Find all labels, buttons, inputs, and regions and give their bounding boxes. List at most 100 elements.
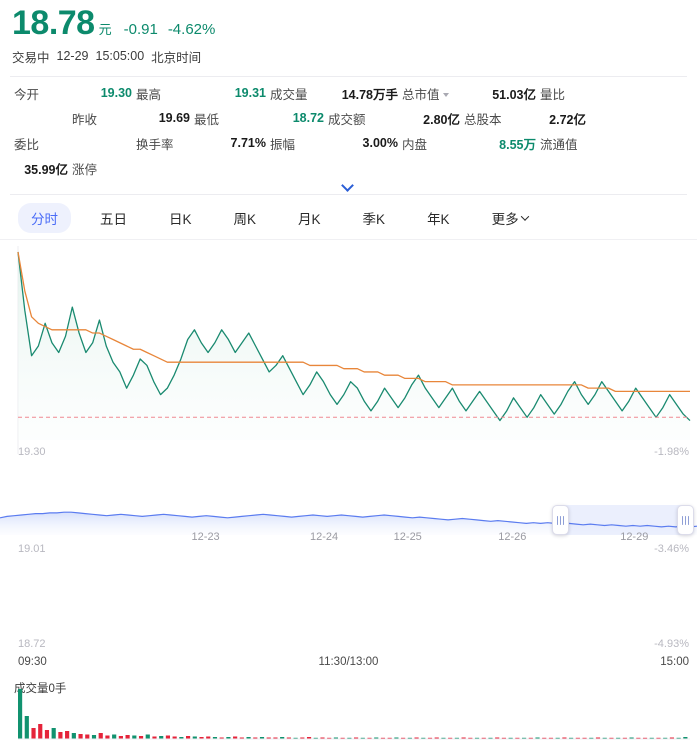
chevron-down-icon — [520, 212, 529, 221]
tab-日K[interactable]: 日K — [156, 203, 205, 233]
tab-年K[interactable]: 年K — [414, 203, 463, 233]
range-trend-line — [0, 511, 697, 528]
stat-value: 7.71% — [230, 136, 266, 151]
volume-bar — [125, 734, 130, 739]
tab-label: 五日 — [100, 211, 127, 227]
range-date-label: 12-25 — [393, 531, 422, 543]
x-axis-tick-close: 15:00 — [660, 655, 689, 668]
stat-value: 51.03亿 — [492, 87, 536, 102]
stat-value: 19.31 — [234, 86, 266, 101]
quote-date: 12-29 — [56, 49, 89, 64]
tab-周K[interactable]: 周K — [221, 203, 270, 233]
expand-stats-row[interactable] — [14, 181, 683, 188]
range-date-labels: 12-23 12-24 12-25 12-26 12-29 — [0, 531, 697, 548]
tab-分时[interactable]: 分时 — [18, 202, 71, 233]
range-date-label: 12-29 — [620, 531, 649, 543]
tab-更多[interactable]: 更多 — [479, 203, 541, 233]
quote-header: 18.78 元 -0.91 -4.62% 交易中 12-29 15:05:00 … — [0, 0, 697, 68]
stats-grid: 今开 19.30 最高 19.31 成交量 14.78万手 总市值 51.03亿 量比 昨收 19.… — [14, 84, 683, 178]
volume-bar — [65, 730, 70, 739]
stat-value: 18.72 — [292, 111, 324, 126]
stat-label: 振幅 — [270, 137, 296, 152]
stat-label: 总股本 — [464, 112, 502, 127]
intraday-chart-svg — [0, 239, 697, 468]
price-change: -0.91 — [123, 21, 158, 38]
price-unit: 元 — [98, 22, 112, 37]
range-mini-chart[interactable] — [0, 505, 697, 535]
status-row: 交易中 12-29 15:05:00 北京时间 — [12, 47, 685, 66]
price-row: 18.78 元 -0.91 -4.62% — [12, 4, 685, 42]
stat-value: 19.30 — [100, 86, 132, 101]
range-date-label: 12-24 — [310, 531, 339, 543]
volume-chart-svg[interactable] — [0, 678, 697, 740]
stat-value: 14.78万手 — [341, 87, 398, 102]
volume-bar — [91, 734, 97, 739]
stat-value: 35.99亿 — [24, 162, 68, 177]
volume-bar — [165, 735, 171, 739]
y-axis-left-bottom: 18.72 — [18, 637, 46, 650]
quote-timezone: 北京时间 — [151, 50, 202, 65]
current-price: 18.78 — [12, 4, 95, 42]
range-date-label: 12-26 — [498, 531, 527, 543]
tab-label: 日K — [169, 211, 192, 227]
x-axis-tick-open: 09:30 — [18, 655, 47, 668]
range-date-label: 12-23 — [191, 531, 220, 543]
chart-period-tabs: 分时 五日 日K 周K 月K 季K 年K 更多 — [0, 195, 697, 240]
average-line — [17, 251, 690, 392]
tab-label: 月K — [298, 211, 321, 227]
range-handle-left[interactable] — [552, 505, 569, 535]
stat-value: 8.55万 — [499, 137, 536, 152]
volume-bar — [44, 729, 50, 739]
volume-bar — [105, 735, 110, 739]
stat-value: 19.69 — [158, 111, 190, 126]
market-status: 交易中 — [12, 50, 50, 65]
tab-label: 周K — [233, 211, 257, 227]
stat-value: 3.00% — [362, 136, 398, 151]
stat-label: 最低 — [194, 112, 220, 127]
stat-label: 最高 — [136, 87, 162, 102]
range-area-fill — [0, 512, 697, 535]
chart-area[interactable]: 19.30 19.01 18.72 -1.98% -3.46% -4.93% 0… — [0, 239, 697, 740]
tab-label: 季K — [362, 211, 386, 227]
date-range-selector[interactable]: 12-23 12-24 12-25 12-26 12-29 — [0, 505, 697, 548]
stat-label: 成交额 — [328, 112, 366, 127]
volume-bar — [112, 734, 117, 739]
volume-bar — [71, 732, 76, 739]
quote-time: 15:05:00 — [95, 49, 145, 64]
volume-bar — [78, 733, 83, 739]
caret-down-icon[interactable] — [442, 93, 449, 98]
tab-label: 更多 — [491, 211, 519, 227]
stat-label: 量比 — [540, 87, 566, 102]
volume-bar — [38, 723, 43, 739]
volume-bar — [85, 734, 90, 739]
x-axis-tick-mid: 11:30/13:00 — [318, 655, 379, 668]
price-line — [17, 251, 691, 421]
stat-label: 总市值 — [402, 84, 464, 103]
stat-label: 内盘 — [402, 137, 428, 152]
price-change-percent: -4.62% — [167, 21, 216, 38]
volume-bar — [24, 715, 29, 739]
stat-value: 2.80亿 — [423, 112, 460, 127]
tab-季K[interactable]: 季K — [350, 203, 399, 233]
stats-card: 今开 19.30 最高 19.31 成交量 14.78万手 总市值 51.03亿 量比 昨收 19.… — [10, 75, 687, 195]
volume-bar — [51, 727, 56, 739]
stat-label: 换手率 — [136, 137, 174, 152]
tab-label: 年K — [427, 211, 450, 227]
chevron-down-icon[interactable] — [343, 181, 354, 188]
stat-label: 涨停 — [72, 162, 98, 177]
stat-label: 成交量 — [270, 87, 308, 102]
price-area-fill — [18, 251, 690, 440]
volume-bar — [58, 731, 63, 739]
volume-bar — [18, 688, 23, 739]
tab-月K[interactable]: 月K — [285, 203, 334, 233]
volume-bar — [132, 735, 137, 739]
tab-五日[interactable]: 五日 — [87, 203, 140, 233]
stat-label: 昨收 — [72, 112, 98, 127]
stat-label: 委比 — [14, 137, 40, 152]
y-axis-right-bottom: -4.93% — [654, 637, 689, 650]
stat-value: 2.72亿 — [549, 112, 586, 127]
tab-label: 分时 — [31, 211, 58, 227]
range-handle-right[interactable] — [677, 505, 694, 535]
stat-label: 流通值 — [540, 137, 578, 152]
volume-bar — [31, 727, 36, 739]
